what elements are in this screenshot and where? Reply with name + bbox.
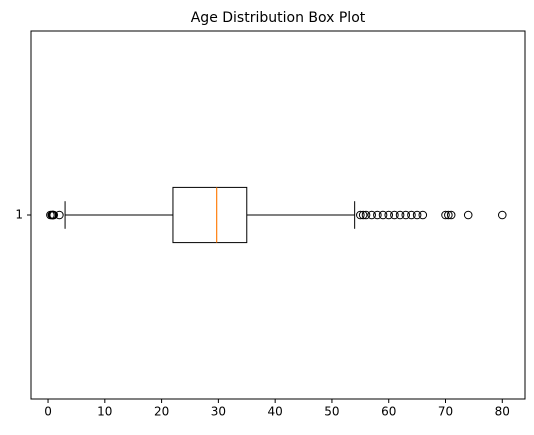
chart-title: Age Distribution Box Plot (191, 10, 366, 26)
outlier (390, 210, 399, 220)
outlier (407, 210, 416, 220)
outlier (395, 210, 405, 220)
x-tick-label: 50 (324, 405, 339, 419)
outlier (441, 210, 450, 220)
x-tick-label: 10 (97, 405, 112, 419)
outlier (378, 210, 388, 220)
outlier (356, 210, 365, 220)
x-tick-label: 70 (438, 405, 453, 419)
outlier (412, 210, 422, 220)
outlier (367, 210, 376, 220)
plot-frame (30, 30, 526, 400)
x-tick-label: 80 (495, 405, 510, 419)
x-tick-label: 60 (381, 405, 396, 419)
x-tick-label: 20 (154, 405, 169, 419)
outlier (373, 210, 382, 220)
outlier (384, 210, 394, 220)
outlier (497, 210, 507, 220)
x-tick-label: 30 (211, 405, 226, 419)
outlier (463, 210, 473, 220)
outlier (358, 210, 368, 220)
x-tick-label: 0 (44, 405, 52, 419)
outlier (418, 210, 428, 220)
box (172, 186, 248, 244)
outlier (361, 210, 371, 220)
x-tick-label: 40 (268, 405, 283, 419)
outlier (55, 210, 64, 220)
outlier (49, 210, 59, 220)
outlier (446, 210, 456, 220)
outlier (444, 210, 453, 220)
outlier (401, 210, 411, 220)
y-tick-label: 1 (15, 208, 23, 222)
